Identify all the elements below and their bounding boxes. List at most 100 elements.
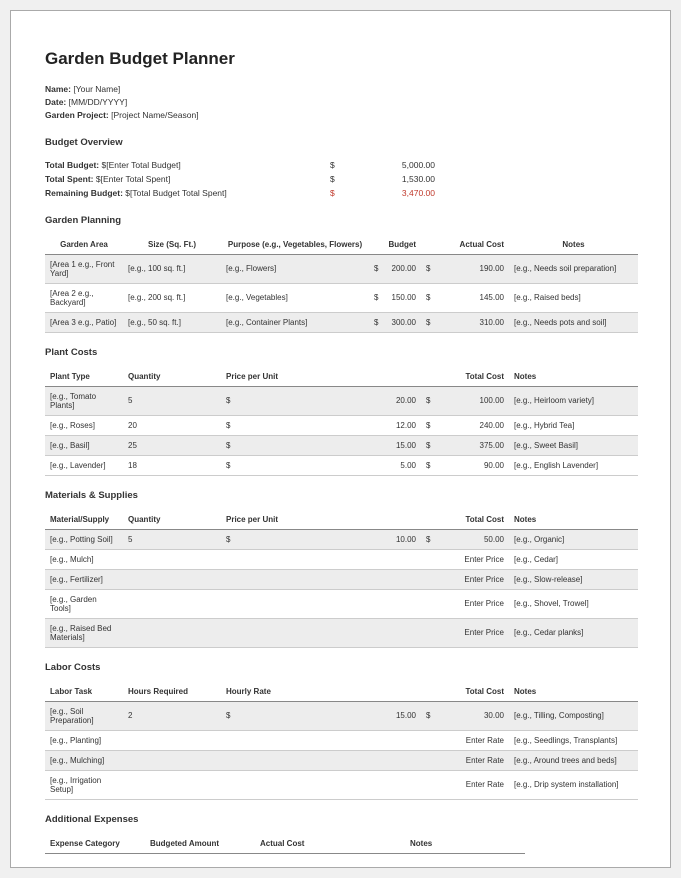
cell-item: [e.g., Mulch] (45, 549, 123, 569)
meta-date-label: Date: (45, 97, 66, 107)
garden-planning-table: Garden AreaSize (Sq. Ft.)Purpose (e.g., … (45, 236, 638, 333)
cell-price-cur: $ (221, 415, 369, 435)
table-row: [e.g., Fertilizer]Enter Price[e.g., Slow… (45, 569, 638, 589)
column-header: Total Cost (421, 368, 509, 387)
column-header: Quantity (123, 368, 221, 387)
labor-table: Labor TaskHours RequiredHourly RateTotal… (45, 683, 638, 800)
cell-item: [e.g., Raised Bed Materials] (45, 618, 123, 647)
cell-qty: 25 (123, 435, 221, 455)
table-row: [e.g., Lavender]18$5.00$90.00[e.g., Engl… (45, 455, 638, 475)
cell-notes: [e.g., Slow-release] (509, 569, 638, 589)
cell-rate-cur: $ (221, 701, 369, 730)
document-page: Garden Budget Planner Name: [Your Name] … (10, 10, 671, 868)
table-row: [e.g., Soil Preparation]2$15.00$30.00[e.… (45, 701, 638, 730)
cell-price (369, 618, 421, 647)
garden-planning-title: Garden Planning (45, 215, 638, 226)
cell-price: 20.00 (369, 386, 421, 415)
cell-rate-cur (221, 750, 369, 770)
cell-price-cur: $ (221, 529, 369, 549)
column-header: Total Cost (421, 683, 509, 702)
overview-text: $[Enter Total Budget] (102, 160, 181, 170)
additional-expenses-table: Expense CategoryBudgeted AmountActual Co… (45, 835, 525, 854)
overview-label: Total Budget: (45, 160, 99, 170)
table-row: [e.g., Roses]20$12.00$240.00[e.g., Hybri… (45, 415, 638, 435)
cell-notes: [e.g., Cedar] (509, 549, 638, 569)
cell-notes: [e.g., Heirloom variety] (509, 386, 638, 415)
column-header: Price per Unit (221, 368, 369, 387)
cell-price (369, 589, 421, 618)
column-header (369, 683, 421, 702)
column-header: Total Cost (421, 511, 509, 530)
overview-currency: $ (330, 172, 345, 186)
additional-title: Additional Expenses (45, 814, 638, 825)
overview-text: $[Enter Total Spent] (96, 174, 171, 184)
table-row: [e.g., Tomato Plants]5$20.00$100.00[e.g.… (45, 386, 638, 415)
column-header: Budget (369, 236, 421, 255)
cell-type: [e.g., Lavender] (45, 455, 123, 475)
cell-budget: $150.00 (369, 283, 421, 312)
overview-currency: $ (330, 186, 345, 200)
cell-task: [e.g., Mulching] (45, 750, 123, 770)
cell-rate-cur (221, 770, 369, 799)
cell-price: 12.00 (369, 415, 421, 435)
cell-item: [e.g., Potting Soil] (45, 529, 123, 549)
cell-hours (123, 770, 221, 799)
cell-total: Enter Price (421, 549, 509, 569)
cell-notes: [e.g., Sweet Basil] (509, 435, 638, 455)
cell-price-cur (221, 569, 369, 589)
cell-type: [e.g., Roses] (45, 415, 123, 435)
cell-total: $30.00 (421, 701, 509, 730)
meta-date-value: [MM/DD/YYYY] (69, 97, 128, 107)
cell-total: $90.00 (421, 455, 509, 475)
cell-notes: [e.g., Organic] (509, 529, 638, 549)
cell-rate (369, 770, 421, 799)
table-row: [Area 3 e.g., Patio][e.g., 50 sq. ft.] [e… (45, 312, 638, 332)
meta-name-label: Name: (45, 84, 71, 94)
cell-notes: [e.g., Needs pots and soil] (509, 312, 638, 332)
table-row: [e.g., Mulch] Enter Price[e.g., Cedar] (45, 549, 638, 569)
plant-costs-table: Plant TypeQuantityPrice per Unit Total Co… (45, 368, 638, 476)
cell-price-cur (221, 618, 369, 647)
cell-qty (123, 569, 221, 589)
materials-title: Materials & Supplies (45, 490, 638, 501)
cell-notes: [e.g., Raised beds] (509, 283, 638, 312)
column-header: Notes (509, 683, 638, 702)
column-header: Plant Type (45, 368, 123, 387)
table-row: [e.g., Garden Tools]Enter Price[e.g., Sh… (45, 589, 638, 618)
cell-budget: $300.00 (369, 312, 421, 332)
overview-row: Remaining Budget: $[Total Budget Total S… (45, 186, 638, 200)
cell-total: Enter Price (421, 589, 509, 618)
cell-rate (369, 730, 421, 750)
overview-row: Total Spent: $[Enter Total Spent]$1,530.… (45, 172, 638, 186)
cell-price-cur: $ (221, 435, 369, 455)
materials-table: Material/SupplyQuantityPrice per UnitTot… (45, 511, 638, 648)
cell-task: [e.g., Irrigation Setup] (45, 770, 123, 799)
cell-total: Enter Rate (421, 770, 509, 799)
overview-row: Total Budget: $[Enter Total Budget]$5,00… (45, 158, 638, 172)
cell-area: [Area 3 e.g., Patio] (45, 312, 123, 332)
labor-title: Labor Costs (45, 662, 638, 673)
cell-price (369, 549, 421, 569)
overview-value: 1,530.00 (345, 172, 435, 186)
column-header: Hourly Rate (221, 683, 369, 702)
overview-value: 3,470.00 (345, 186, 435, 200)
cell-size: [e.g., 50 sq. ft.] (123, 312, 221, 332)
cell-actual: $310.00 (421, 312, 509, 332)
cell-area: [Area 1 e.g., Front Yard] (45, 254, 123, 283)
table-row: [e.g., Potting Soil]5$10.00$50.00[e.g., … (45, 529, 638, 549)
column-header: Actual Cost (421, 236, 509, 255)
column-header: Quantity (123, 511, 221, 530)
meta-name: Name: [Your Name] (45, 83, 638, 96)
cell-purpose: [e.g., Flowers] (221, 254, 369, 283)
meta-name-value: [Your Name] (73, 84, 120, 94)
cell-notes: [e.g., Needs soil preparation] (509, 254, 638, 283)
cell-notes: [e.g., Tilling, Composting] (509, 701, 638, 730)
cell-size: [e.g., 200 sq. ft.] (123, 283, 221, 312)
cell-qty: 20 (123, 415, 221, 435)
column-header: Size (Sq. Ft.) (123, 236, 221, 255)
cell-price-cur: $ (221, 455, 369, 475)
column-header: Hours Required (123, 683, 221, 702)
column-header: Material/Supply (45, 511, 123, 530)
column-header: Actual Cost (255, 835, 405, 854)
table-row: [e.g., Mulching]Enter Rate[e.g., Around … (45, 750, 638, 770)
